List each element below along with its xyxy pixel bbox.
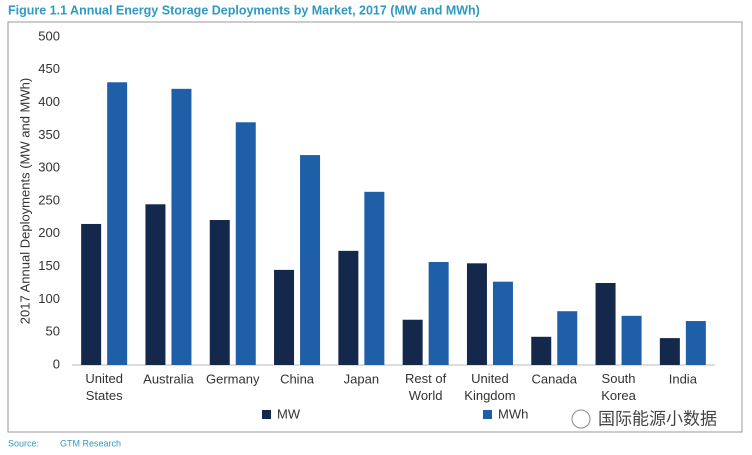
x-tick-label: India — [669, 371, 698, 386]
x-tick-label: Australia — [143, 371, 194, 386]
bar — [466, 263, 487, 365]
x-tick-label: Germany — [206, 371, 260, 386]
bar — [235, 122, 256, 365]
y-tick-label: 400 — [38, 94, 60, 109]
bar — [595, 283, 616, 365]
bar — [492, 281, 513, 365]
bar — [364, 191, 385, 365]
bar — [274, 269, 295, 365]
y-tick-label: 500 — [38, 28, 60, 43]
bar — [300, 155, 321, 365]
watermark-icon — [571, 409, 591, 429]
bar — [531, 336, 552, 365]
bar — [107, 82, 128, 365]
bar — [621, 315, 642, 365]
y-tick-label: 450 — [38, 61, 60, 76]
x-tick-label: United Kingdom — [464, 371, 515, 403]
y-tick-label: 50 — [46, 324, 60, 339]
bar — [145, 204, 166, 365]
y-tick-label: 100 — [38, 291, 60, 306]
x-tick-label: Canada — [531, 371, 577, 386]
x-tick-label: United States — [85, 371, 123, 403]
bar — [685, 321, 706, 365]
bar — [428, 262, 449, 365]
y-tick-label: 300 — [38, 160, 60, 175]
bar — [659, 338, 680, 365]
bar — [338, 250, 359, 365]
bar — [81, 223, 102, 365]
legend-swatch — [483, 410, 492, 419]
y-tick-label: 250 — [38, 192, 60, 207]
legend-label: MW — [277, 406, 301, 421]
y-tick-label: 0 — [53, 356, 60, 371]
bar — [171, 88, 192, 365]
x-tick-label: South Korea — [601, 371, 636, 403]
y-tick-label: 350 — [38, 127, 60, 142]
frame — [7, 21, 743, 433]
bar — [557, 311, 578, 365]
bar — [402, 319, 423, 365]
watermark: 国际能源小数据 — [598, 409, 717, 428]
y-tick-label: 150 — [38, 258, 60, 273]
bar — [209, 220, 230, 365]
y-axis-label: 2017 Annual Deployments (MW and MWh) — [17, 78, 32, 324]
source: GTM Research — [60, 438, 121, 448]
legend-swatch — [262, 410, 271, 419]
x-tick-label: China — [280, 371, 315, 386]
source-label: Source: — [8, 438, 39, 448]
y-tick-label: 200 — [38, 225, 60, 240]
x-tick-label: Rest of World — [405, 371, 447, 403]
legend-label: MWh — [498, 406, 528, 421]
chart-title: Figure 1.1 Annual Energy Storage Deploym… — [8, 3, 480, 17]
x-tick-label: Japan — [344, 371, 379, 386]
